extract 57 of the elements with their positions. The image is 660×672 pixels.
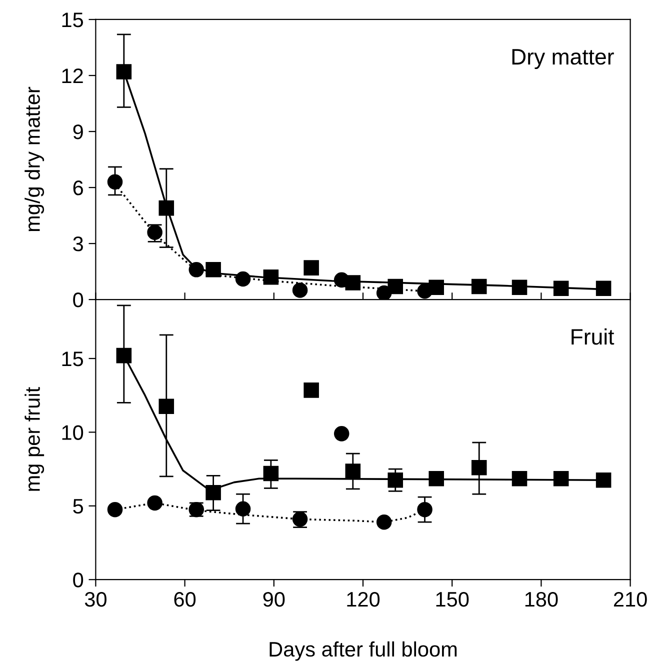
- y-tick-label: 0: [73, 292, 84, 308]
- point: [158, 200, 174, 216]
- y-tick-label: 0: [73, 572, 84, 588]
- point: [304, 382, 319, 398]
- y-tick-label: 9: [73, 124, 83, 140]
- x-tick-label: 120: [347, 592, 380, 607]
- point: [147, 495, 162, 511]
- point: [376, 514, 392, 530]
- point: [512, 470, 528, 486]
- point: [334, 426, 350, 442]
- x-tick-label: 210: [614, 592, 647, 607]
- y-tick-label: 5: [73, 499, 84, 514]
- x-tick-label: 60: [174, 592, 196, 607]
- x-axis-title: Days after full bloom: [270, 641, 457, 661]
- y-axis-title: mg per fruit: [24, 387, 44, 491]
- point: [235, 271, 251, 287]
- x-tick-label: 90: [263, 592, 285, 607]
- point: [596, 280, 612, 296]
- y-tick-label: 12: [62, 68, 83, 84]
- point: [263, 270, 279, 285]
- point: [376, 285, 392, 300]
- y-tick-label: 6: [73, 180, 83, 196]
- point: [471, 278, 487, 294]
- point: [596, 472, 612, 488]
- point: [107, 502, 123, 518]
- y-tick-label: 10: [62, 425, 84, 440]
- point: [553, 470, 569, 486]
- point: [107, 174, 123, 190]
- x-tick-label: 30: [84, 592, 106, 607]
- y-tick-label: 15: [62, 352, 84, 366]
- point: [471, 460, 487, 476]
- point: [345, 464, 361, 479]
- point: [116, 64, 132, 80]
- point: [428, 470, 444, 486]
- annotation: Dry matter: [512, 49, 614, 70]
- point: [388, 278, 404, 294]
- y-tick-label: 3: [73, 236, 83, 252]
- point: [206, 484, 221, 500]
- x-tick-label: 180: [525, 592, 558, 607]
- point: [235, 501, 251, 516]
- point: [263, 466, 279, 482]
- point: [512, 280, 528, 296]
- point: [304, 260, 319, 276]
- point: [116, 348, 132, 364]
- point: [188, 262, 204, 278]
- point: [206, 262, 221, 278]
- point: [334, 272, 350, 288]
- point: [158, 398, 174, 414]
- y-axis-title: mg/g dry matter: [24, 86, 44, 232]
- annotation: Fruit: [572, 328, 614, 345]
- point: [388, 472, 404, 488]
- y-tick-label: 15: [62, 12, 84, 28]
- point: [417, 502, 432, 518]
- point: [417, 284, 432, 299]
- x-tick-label: 150: [436, 592, 469, 607]
- point: [553, 280, 569, 296]
- point: [292, 282, 308, 298]
